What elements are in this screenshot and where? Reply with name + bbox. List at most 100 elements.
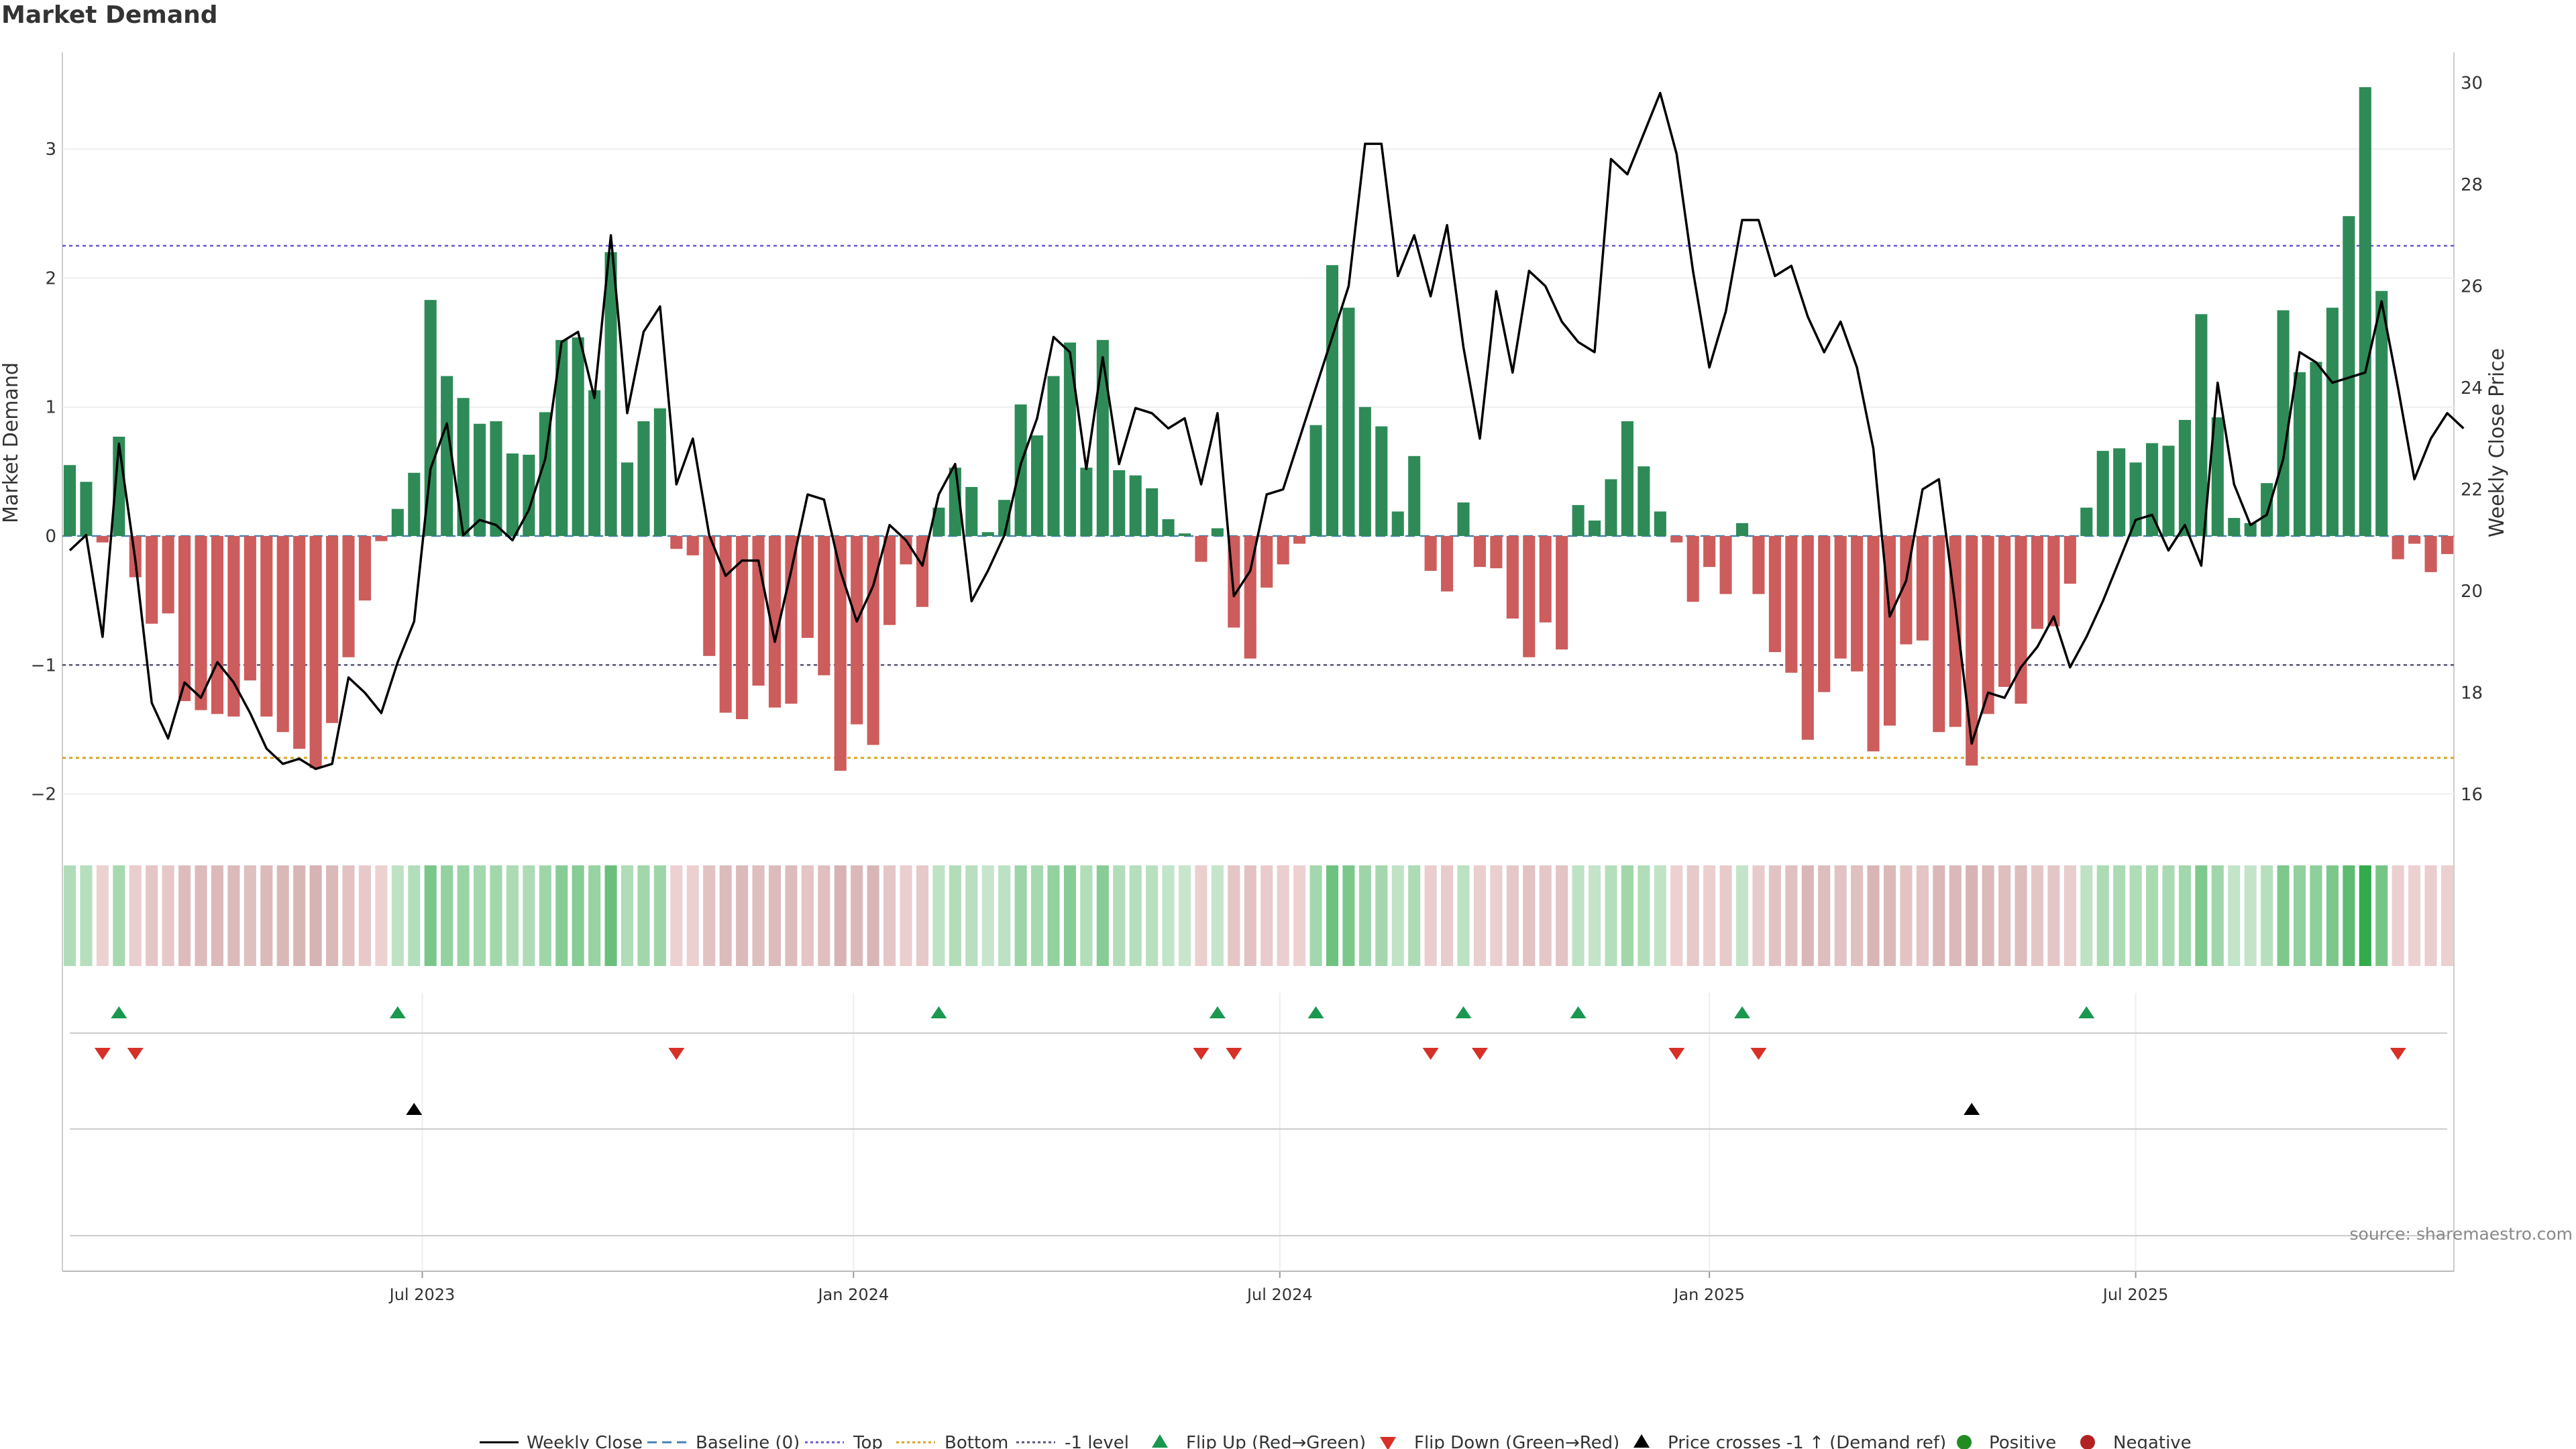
right-tick-label: 22 <box>2461 480 2483 500</box>
weekly-close-line <box>68 91 2465 770</box>
demand-bar-negative <box>211 536 224 714</box>
heat-cell <box>309 865 322 966</box>
heat-cell <box>1883 865 1896 966</box>
legend-top: Top <box>805 1433 883 1449</box>
heat-cell <box>1113 865 1126 966</box>
flip-down-marker <box>1668 1048 1685 1060</box>
demand-bar-positive <box>1358 407 1371 537</box>
heat-cell <box>1408 865 1421 966</box>
demand-bar-negative <box>1703 536 1716 568</box>
right-tick-label: 26 <box>2461 277 2483 297</box>
legend-weekly-close: Weekly Close <box>480 1433 643 1449</box>
heat-cell <box>1900 865 1913 966</box>
heat-cell <box>1195 865 1208 966</box>
heat-cell <box>260 865 273 966</box>
heat-cell <box>1686 865 1699 966</box>
heat-cell <box>244 865 256 966</box>
demand-bar-positive <box>1211 528 1224 537</box>
legend: Weekly Close Baseline (0) Top Bottom -1 … <box>480 1433 2192 1449</box>
flip-down-marker <box>1471 1048 1488 1060</box>
heat-cell <box>1703 865 1716 966</box>
demand-bar-positive <box>965 486 978 537</box>
heat-cell <box>1851 865 1864 966</box>
heat-cell <box>1605 865 1617 966</box>
heat-cell <box>1867 865 1880 966</box>
heat-cell <box>2310 865 2322 966</box>
heat-cell <box>358 865 371 966</box>
flip-down-marker <box>127 1048 144 1060</box>
legend-positive: Positive <box>1957 1433 2056 1449</box>
x-tick-label: Jul 2025 <box>2102 1285 2169 1304</box>
heat-cell <box>1654 865 1666 966</box>
demand-bar-positive <box>1080 468 1093 537</box>
heat-cell <box>2015 865 2027 966</box>
left-axis-ticks: 3 2 1 0 −1 −2 <box>31 140 56 804</box>
demand-bar-negative <box>2031 536 2044 629</box>
heat-cell <box>932 865 945 966</box>
legend-baseline: Baseline (0) <box>647 1433 800 1449</box>
left-axis-label: Market Demand <box>0 362 23 523</box>
demand-bar-negative <box>818 536 830 676</box>
flip-up-marker <box>930 1006 947 1018</box>
svg-text:Flip Down (Green→Red): Flip Down (Green→Red) <box>1414 1433 1619 1449</box>
heat-cell <box>2195 865 2208 966</box>
heat-cell <box>113 865 125 966</box>
demand-bar-negative <box>883 536 896 625</box>
demand-bar-positive <box>2178 419 2191 537</box>
right-tick-label: 16 <box>2461 785 2483 805</box>
heat-cell <box>326 865 339 966</box>
heat-cell <box>178 865 191 966</box>
demand-bar-positive <box>2195 314 2208 537</box>
signal-rows <box>70 1006 2447 1236</box>
demand-bar-positive <box>637 421 650 537</box>
right-axis-ticks: 30 28 26 24 22 20 18 16 <box>2461 73 2483 805</box>
demand-bar-negative <box>1260 536 1273 588</box>
demand-bar-negative <box>260 536 273 717</box>
heat-cell <box>1572 865 1585 966</box>
demand-bar-positive <box>2211 417 2224 537</box>
heat-cell <box>834 865 847 966</box>
demand-bar-negative <box>1293 536 1306 544</box>
demand-bar-negative <box>1277 536 1289 565</box>
demand-bar-negative <box>1719 536 1732 594</box>
demand-bar-positive <box>1063 342 1076 537</box>
heat-cell <box>588 865 601 966</box>
heat-cell <box>96 865 109 966</box>
heat-cell <box>1752 865 1765 966</box>
price-cross-marker <box>406 1103 423 1115</box>
heat-cell <box>63 865 76 966</box>
demand-bar-negative <box>309 536 322 769</box>
demand-bar-negative <box>2015 536 2027 704</box>
demand-bar-negative <box>1933 536 1945 733</box>
heat-cell <box>211 865 224 966</box>
heat-cell <box>276 865 289 966</box>
heat-cell <box>2392 865 2404 966</box>
heat-cell <box>1358 865 1371 966</box>
svg-text:Top: Top <box>853 1433 883 1449</box>
heat-cell <box>1063 865 1076 966</box>
demand-bar-positive <box>441 376 453 537</box>
heat-cell <box>1129 865 1142 966</box>
demand-bar-negative <box>1424 536 1437 571</box>
demand-bar-negative <box>326 536 339 723</box>
demand-bar-positive <box>473 423 486 537</box>
demand-bar-negative <box>670 536 683 549</box>
demand-bar-positive <box>457 398 470 537</box>
heat-cell <box>1228 865 1240 966</box>
demand-bar-negative <box>2440 536 2454 554</box>
heat-cell <box>785 865 798 966</box>
demand-bar-positive <box>1014 404 1027 537</box>
heat-cell <box>1211 865 1224 966</box>
heat-cell <box>1309 865 1322 966</box>
left-tick-label: 0 <box>45 527 56 547</box>
heat-cell <box>2440 865 2454 966</box>
heat-cell <box>1638 865 1650 966</box>
x-tick-label: Jul 2023 <box>388 1285 455 1304</box>
left-tick-label: 3 <box>45 140 56 160</box>
flip-up-marker <box>1209 1006 1226 1018</box>
heat-cell <box>1785 865 1798 966</box>
flip-down-marker <box>668 1048 685 1060</box>
heat-cell <box>965 865 978 966</box>
heat-cell <box>473 865 486 966</box>
heat-cell <box>1178 865 1191 966</box>
